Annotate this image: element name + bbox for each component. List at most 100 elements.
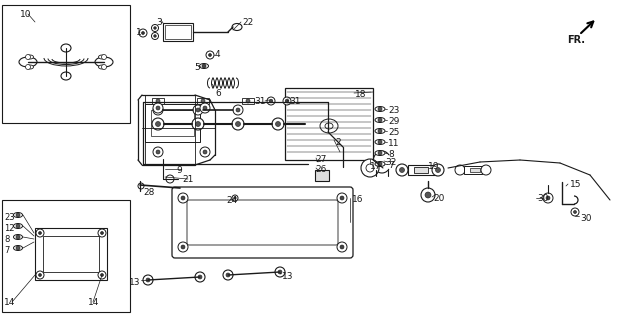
- Circle shape: [16, 213, 20, 217]
- Text: 5: 5: [194, 63, 200, 72]
- Circle shape: [455, 165, 465, 175]
- Circle shape: [305, 118, 317, 130]
- Circle shape: [543, 193, 553, 203]
- Circle shape: [154, 35, 156, 37]
- Circle shape: [283, 97, 291, 105]
- Text: 7: 7: [388, 161, 394, 170]
- Circle shape: [202, 64, 206, 68]
- Circle shape: [36, 271, 44, 279]
- Circle shape: [246, 99, 250, 103]
- Circle shape: [192, 118, 204, 130]
- Text: 26: 26: [315, 165, 327, 174]
- Circle shape: [98, 229, 106, 237]
- Circle shape: [206, 51, 214, 59]
- Text: 8: 8: [388, 150, 394, 159]
- Ellipse shape: [13, 223, 23, 228]
- Circle shape: [178, 193, 188, 203]
- Ellipse shape: [26, 65, 33, 69]
- Text: 28: 28: [143, 188, 154, 197]
- Text: 21: 21: [182, 175, 193, 184]
- Ellipse shape: [99, 65, 106, 69]
- Text: 16: 16: [352, 195, 364, 204]
- Ellipse shape: [26, 55, 33, 59]
- Text: 32: 32: [385, 158, 396, 167]
- Circle shape: [236, 108, 240, 112]
- Text: 17: 17: [370, 162, 381, 171]
- Circle shape: [361, 159, 379, 177]
- Ellipse shape: [320, 119, 338, 133]
- Ellipse shape: [375, 117, 385, 123]
- Circle shape: [100, 274, 104, 276]
- Circle shape: [378, 107, 382, 111]
- Bar: [35, 228, 107, 280]
- Text: 27: 27: [315, 155, 327, 164]
- Ellipse shape: [61, 44, 71, 52]
- Circle shape: [36, 229, 44, 237]
- Circle shape: [16, 224, 20, 228]
- Circle shape: [272, 118, 284, 130]
- Circle shape: [166, 175, 174, 183]
- Circle shape: [151, 25, 158, 31]
- Text: 14: 14: [4, 298, 15, 307]
- Bar: [2, 200, 130, 312]
- Circle shape: [269, 99, 273, 103]
- Circle shape: [378, 162, 382, 166]
- Text: 15: 15: [570, 180, 582, 189]
- Circle shape: [340, 245, 344, 249]
- Ellipse shape: [95, 57, 113, 67]
- Circle shape: [378, 151, 382, 155]
- Circle shape: [278, 270, 282, 274]
- Circle shape: [154, 27, 156, 29]
- Circle shape: [396, 164, 408, 176]
- Text: 3: 3: [156, 18, 162, 27]
- Circle shape: [193, 105, 203, 115]
- Circle shape: [156, 108, 160, 112]
- Circle shape: [425, 192, 431, 198]
- Circle shape: [102, 65, 107, 69]
- Ellipse shape: [375, 162, 385, 166]
- Circle shape: [195, 272, 205, 282]
- Circle shape: [198, 275, 202, 279]
- Ellipse shape: [61, 72, 71, 80]
- Circle shape: [331, 150, 341, 160]
- Circle shape: [573, 211, 577, 213]
- Text: 14: 14: [88, 298, 99, 307]
- Circle shape: [378, 129, 382, 133]
- Circle shape: [100, 231, 104, 235]
- Text: 30: 30: [580, 214, 592, 223]
- Bar: [43, 236, 99, 272]
- Circle shape: [153, 103, 163, 113]
- Circle shape: [233, 105, 243, 115]
- Bar: [197, 98, 209, 104]
- Circle shape: [267, 97, 275, 105]
- Text: 12: 12: [4, 224, 14, 233]
- Bar: [2, 5, 130, 123]
- Circle shape: [308, 122, 313, 126]
- Circle shape: [378, 118, 382, 122]
- Text: 30: 30: [537, 194, 548, 203]
- Circle shape: [153, 147, 163, 157]
- Text: 20: 20: [433, 194, 445, 203]
- Ellipse shape: [13, 235, 23, 239]
- Text: 13: 13: [282, 272, 293, 281]
- Circle shape: [201, 99, 205, 103]
- Circle shape: [181, 245, 185, 249]
- Circle shape: [181, 196, 185, 200]
- Circle shape: [226, 273, 230, 277]
- Circle shape: [399, 167, 404, 172]
- Circle shape: [275, 267, 285, 277]
- Circle shape: [152, 118, 164, 130]
- Text: 1: 1: [136, 28, 142, 37]
- Bar: [285, 88, 373, 160]
- Circle shape: [203, 106, 207, 110]
- Text: 25: 25: [388, 128, 399, 137]
- Text: 4: 4: [215, 50, 220, 59]
- Bar: [414, 167, 428, 173]
- Bar: [165, 25, 191, 39]
- Text: 13: 13: [129, 278, 140, 287]
- Circle shape: [276, 122, 281, 126]
- Text: 23: 23: [388, 106, 399, 115]
- Circle shape: [156, 99, 160, 103]
- Circle shape: [337, 193, 347, 203]
- Circle shape: [421, 188, 435, 202]
